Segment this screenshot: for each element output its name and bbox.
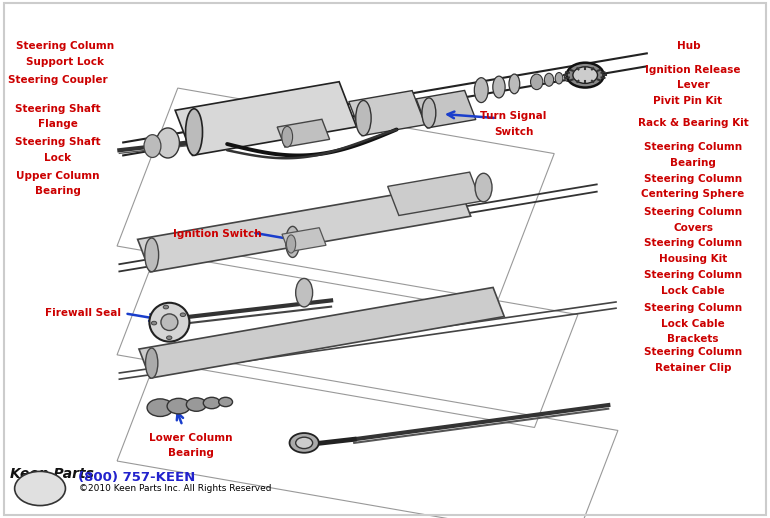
Text: Housing Kit: Housing Kit <box>659 254 727 264</box>
Ellipse shape <box>144 135 161 157</box>
Ellipse shape <box>493 76 505 98</box>
Polygon shape <box>416 91 476 128</box>
Text: Upper Column: Upper Column <box>16 171 99 181</box>
Text: Lock: Lock <box>44 153 72 163</box>
Ellipse shape <box>555 73 563 84</box>
Ellipse shape <box>180 313 186 316</box>
Ellipse shape <box>356 100 371 136</box>
Text: Lower Column: Lower Column <box>149 433 233 442</box>
Text: Lock Cable: Lock Cable <box>661 319 725 328</box>
Text: (800) 757-KEEN: (800) 757-KEEN <box>79 471 196 484</box>
Text: Lock Cable: Lock Cable <box>661 286 725 296</box>
Ellipse shape <box>186 398 206 411</box>
Polygon shape <box>387 172 480 215</box>
Ellipse shape <box>186 109 203 155</box>
Ellipse shape <box>286 235 296 253</box>
Text: Keen Parts: Keen Parts <box>11 467 94 481</box>
Ellipse shape <box>474 78 488 103</box>
Text: Covers: Covers <box>673 223 713 233</box>
Text: Support Lock: Support Lock <box>26 57 105 67</box>
Ellipse shape <box>166 336 172 339</box>
Ellipse shape <box>167 398 190 414</box>
Text: Centering Sphere: Centering Sphere <box>641 189 745 199</box>
Text: Switch: Switch <box>494 127 534 137</box>
Text: Steering Column: Steering Column <box>644 238 742 248</box>
Ellipse shape <box>286 226 300 257</box>
Polygon shape <box>282 228 326 252</box>
Ellipse shape <box>475 173 492 202</box>
Ellipse shape <box>531 74 543 90</box>
Text: ©2010 Keen Parts Inc. All Rights Reserved: ©2010 Keen Parts Inc. All Rights Reserve… <box>79 484 272 493</box>
Text: Steering Column: Steering Column <box>16 41 115 51</box>
Polygon shape <box>349 91 425 136</box>
Ellipse shape <box>567 63 604 88</box>
Ellipse shape <box>296 437 313 449</box>
Ellipse shape <box>163 305 169 309</box>
Text: Ignition Release: Ignition Release <box>645 65 741 75</box>
Text: Turn Signal: Turn Signal <box>480 111 547 121</box>
Ellipse shape <box>149 303 189 342</box>
Text: Steering Column: Steering Column <box>644 174 742 183</box>
Text: Hub: Hub <box>678 41 701 51</box>
Text: Steering Column: Steering Column <box>644 207 742 217</box>
Polygon shape <box>139 287 504 378</box>
Ellipse shape <box>544 73 554 86</box>
Text: Bearing: Bearing <box>670 158 716 168</box>
Ellipse shape <box>146 348 158 378</box>
Circle shape <box>15 471 65 506</box>
Ellipse shape <box>219 397 233 407</box>
Ellipse shape <box>145 238 159 271</box>
Text: Steering Column: Steering Column <box>644 303 742 313</box>
Ellipse shape <box>296 278 313 307</box>
Text: Brackets: Brackets <box>668 334 718 344</box>
Text: Steering Column: Steering Column <box>644 142 742 152</box>
Ellipse shape <box>290 433 319 453</box>
Text: Steering Coupler: Steering Coupler <box>8 75 108 85</box>
Text: Firewall Seal: Firewall Seal <box>45 308 121 318</box>
Ellipse shape <box>203 397 220 409</box>
Polygon shape <box>138 183 470 272</box>
Ellipse shape <box>509 74 520 94</box>
Text: Pivit Pin Kit: Pivit Pin Kit <box>653 96 722 106</box>
Ellipse shape <box>573 67 598 83</box>
Text: Lever: Lever <box>677 80 709 90</box>
Text: Bearing: Bearing <box>168 448 214 458</box>
Ellipse shape <box>147 399 173 416</box>
Text: Retainer Clip: Retainer Clip <box>654 363 732 372</box>
Ellipse shape <box>161 314 178 330</box>
Text: Rack & Bearing Kit: Rack & Bearing Kit <box>638 118 748 128</box>
Text: Steering Shaft: Steering Shaft <box>15 104 101 113</box>
Ellipse shape <box>156 128 179 158</box>
Text: Bearing: Bearing <box>35 186 81 196</box>
Text: Steering Shaft: Steering Shaft <box>15 137 101 147</box>
Ellipse shape <box>564 72 571 81</box>
Ellipse shape <box>152 321 157 325</box>
Text: Steering Column: Steering Column <box>644 270 742 280</box>
Polygon shape <box>175 82 357 155</box>
Polygon shape <box>277 119 330 147</box>
Ellipse shape <box>422 98 436 128</box>
Ellipse shape <box>282 126 293 147</box>
Text: Ignition Switch: Ignition Switch <box>172 229 262 239</box>
Text: Flange: Flange <box>38 119 78 129</box>
Text: Steering Column: Steering Column <box>644 347 742 357</box>
